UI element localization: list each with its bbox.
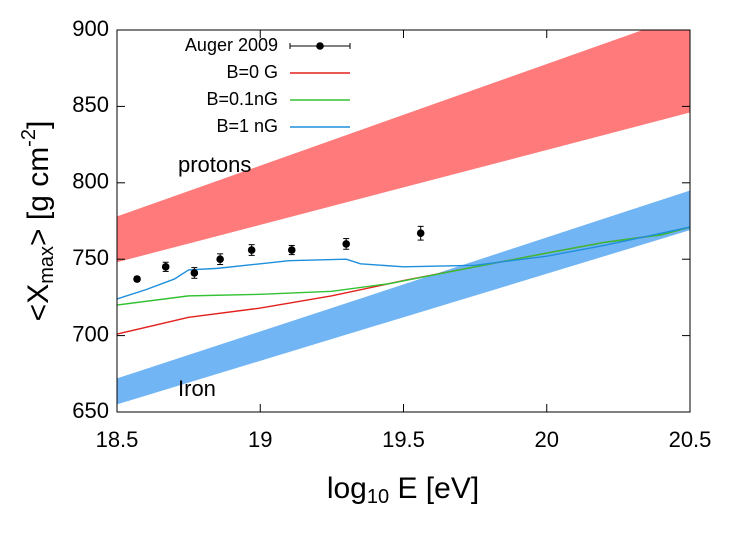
y-tick-label: 750 [72, 245, 109, 270]
y-tick-label: 700 [72, 321, 109, 346]
x-axis-label-part: E [eV] [389, 472, 479, 505]
x-tick-label: 19 [248, 427, 272, 452]
y-tick-label: 650 [72, 398, 109, 423]
plot-area [117, 30, 690, 405]
legend-label: Auger 2009 [185, 35, 278, 55]
y-axis-label-part: ] [22, 121, 55, 129]
band [117, 30, 690, 263]
y-tick-label: 850 [72, 92, 109, 117]
annotation: Iron [178, 376, 216, 401]
data-point [247, 246, 256, 254]
data-point [190, 269, 199, 277]
x-axis-label: log10 E [eV] [327, 472, 479, 508]
band [117, 190, 690, 405]
data-point [287, 246, 296, 254]
legend-swatch [316, 42, 324, 50]
annotation: protons [178, 152, 251, 177]
legend-label: B=0 G [226, 62, 278, 82]
overlay: protons Iron 18.5 19 19.5 20 20.5 650 700 750 800 8… [18, 16, 711, 508]
data-point [216, 255, 224, 263]
legend-label: B=1 nG [216, 116, 278, 136]
data-point [342, 240, 351, 248]
x-axis-label-part: 10 [367, 486, 389, 508]
x-tick-label: 20.5 [669, 427, 712, 452]
y-axis-label-part: <X [22, 284, 55, 322]
y-axis-label-part: > [g cm [22, 147, 55, 246]
y-axis-label-part: -2 [18, 129, 40, 147]
y-tick-label: 900 [72, 16, 109, 41]
legend-label: B=0.1nG [206, 89, 278, 109]
x-tick-label: 18.5 [96, 427, 139, 452]
line [117, 226, 690, 306]
data-point [133, 275, 141, 283]
y-tick-label: 800 [72, 169, 109, 194]
y-axis-label-part: max [36, 246, 58, 284]
x-axis-label-part: log [327, 472, 367, 505]
line [117, 226, 690, 300]
x-tick-label: 19.5 [382, 427, 425, 452]
x-tick-label: 20 [535, 427, 559, 452]
data-point [161, 263, 170, 271]
data-point [416, 229, 425, 238]
y-axis-label: <Xmax> [g cm-2] [18, 121, 58, 322]
